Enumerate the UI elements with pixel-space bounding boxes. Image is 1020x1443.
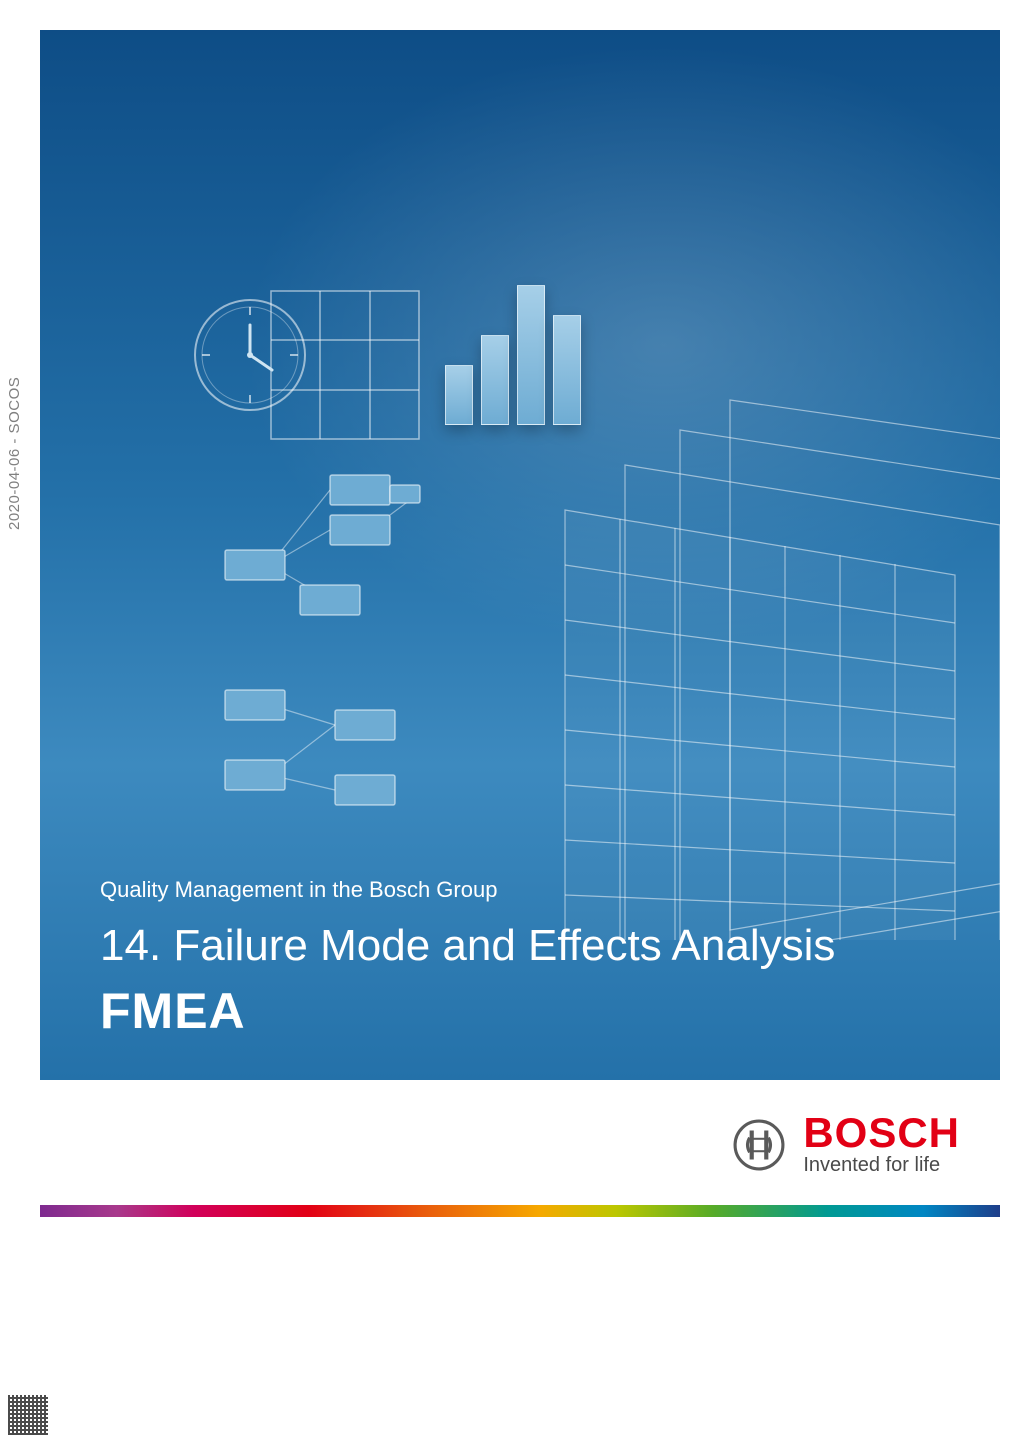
bosch-wordmark: BOSCH xyxy=(803,1113,960,1153)
brand-stripe xyxy=(40,1205,1000,1217)
title-bold: FMEA xyxy=(100,982,960,1040)
hero-text-block: Quality Management in the Bosch Group 14… xyxy=(100,877,960,1040)
sheets-stack-icon xyxy=(530,380,1000,940)
title-line: 14. Failure Mode and Effects Analysis xyxy=(100,921,960,972)
bar-2 xyxy=(481,335,509,425)
sidebar-meta-text: 2020-04-06 - SOCOS xyxy=(6,377,23,530)
clock-icon xyxy=(190,295,310,415)
kicker-text: Quality Management in the Bosch Group xyxy=(100,877,960,903)
hero-panel: Quality Management in the Bosch Group 14… xyxy=(40,30,1000,1080)
logo-bar: BOSCH Invented for life xyxy=(40,1090,1000,1200)
tree-diagram-lower-icon xyxy=(215,670,425,820)
bar-1 xyxy=(445,365,473,425)
bosch-tagline: Invented for life xyxy=(803,1154,940,1177)
qr-code-icon xyxy=(8,1395,48,1435)
bosch-anchor-icon xyxy=(733,1119,785,1171)
bosch-text-block: BOSCH Invented for life xyxy=(803,1113,960,1178)
page: 2020-04-06 - SOCOS xyxy=(0,0,1020,1443)
tree-diagram-upper-icon xyxy=(215,460,425,630)
